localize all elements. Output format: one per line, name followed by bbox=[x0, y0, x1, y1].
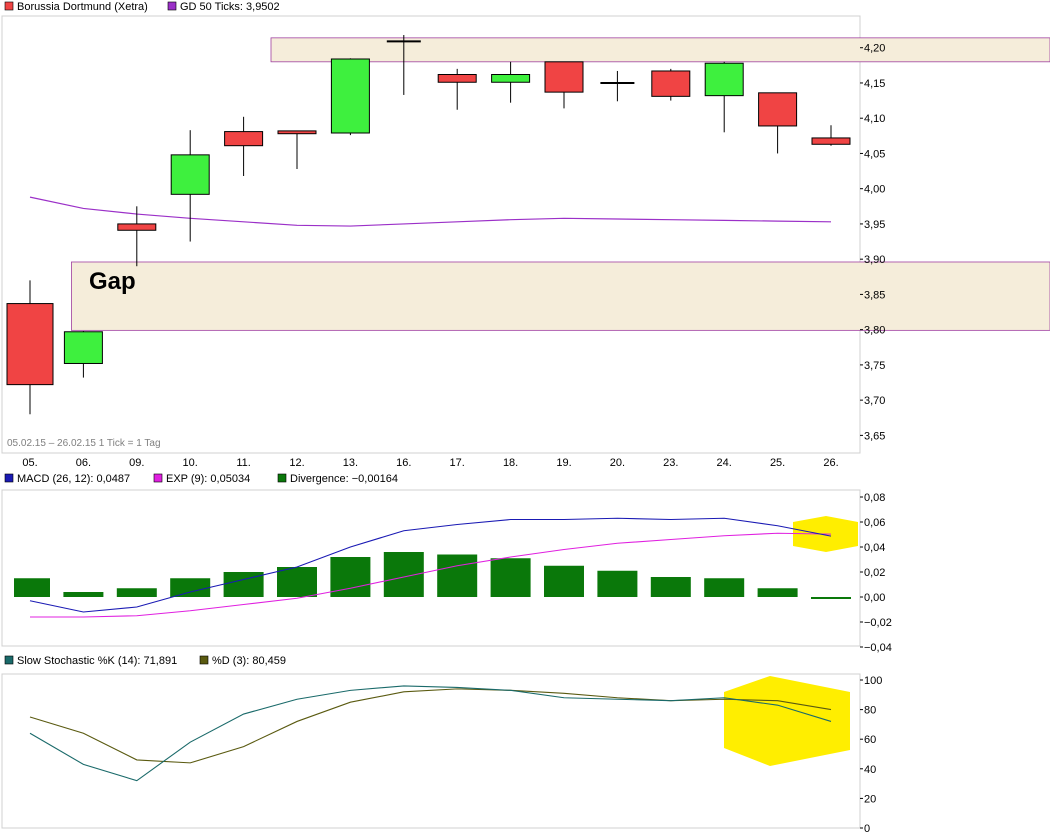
x-tick-label: 18. bbox=[503, 457, 518, 469]
price-tick-label: 4,05 bbox=[864, 148, 885, 160]
x-tick-label: 17. bbox=[450, 457, 465, 469]
legend-swatch-stoch-k bbox=[4, 655, 14, 665]
price-tick-label: 3,90 bbox=[864, 254, 885, 266]
price-tick-label: 4,00 bbox=[864, 184, 885, 196]
macd-tick-label: 0,08 bbox=[864, 492, 885, 504]
legend-swatch-divergence bbox=[277, 473, 287, 483]
x-tick-label: 13. bbox=[343, 457, 358, 469]
candle-down bbox=[277, 130, 317, 135]
legend-swatch-exp bbox=[153, 473, 163, 483]
date-range-note: 05.02.15 – 26.02.15 1 Tick = 1 Tag bbox=[7, 438, 161, 449]
stoch-tick-label: 60 bbox=[864, 734, 876, 746]
divergence-bar bbox=[544, 565, 584, 597]
candle-down bbox=[6, 303, 54, 386]
macd-panel bbox=[1, 489, 861, 647]
macd-tick-label: 0,06 bbox=[864, 517, 885, 529]
legend-swatch-price bbox=[4, 1, 14, 11]
divergence-bar bbox=[597, 570, 638, 597]
x-tick-label: 09. bbox=[129, 457, 144, 469]
divergence-bar bbox=[490, 558, 531, 597]
candle-down bbox=[544, 61, 584, 93]
legend-swatch-macd bbox=[4, 473, 14, 483]
macd-tick-label: 0,00 bbox=[864, 592, 885, 604]
price-tick-label: 3,65 bbox=[864, 430, 885, 442]
stoch-tick-label: 40 bbox=[864, 764, 876, 776]
x-tick-label: 26. bbox=[823, 457, 838, 469]
legend-exp: EXP (9): 0,05034 bbox=[166, 473, 250, 485]
divergence-bar bbox=[116, 588, 157, 597]
legend-ma: GD 50 Ticks: 3,9502 bbox=[180, 1, 280, 13]
x-tick-label: 25. bbox=[770, 457, 785, 469]
stoch-tick-label: 100 bbox=[864, 675, 882, 687]
candle-down bbox=[224, 131, 264, 147]
ma-line bbox=[29, 196, 832, 227]
x-tick-label: 20. bbox=[610, 457, 625, 469]
resistance-zone bbox=[270, 37, 1050, 63]
divergence-bar bbox=[757, 588, 798, 597]
macd-tick-label: 0,02 bbox=[864, 567, 885, 579]
divergence-bar bbox=[650, 577, 691, 597]
candle-down bbox=[758, 92, 798, 127]
candle-down bbox=[117, 223, 157, 231]
macd-tick-label: −0,04 bbox=[864, 642, 892, 654]
macd-line bbox=[29, 517, 832, 613]
legend-swatch-ma bbox=[167, 1, 177, 11]
candle-up bbox=[330, 58, 370, 134]
x-tick-label: 06. bbox=[76, 457, 91, 469]
divergence-bar bbox=[170, 578, 211, 597]
macd-tick-label: −0,02 bbox=[864, 617, 892, 629]
x-tick-label: 23. bbox=[663, 457, 678, 469]
candle-down bbox=[811, 137, 851, 145]
price-tick-label: 4,20 bbox=[864, 43, 885, 55]
gap-label: Gap bbox=[89, 268, 136, 295]
x-tick-label: 16. bbox=[396, 457, 411, 469]
x-tick-label: 19. bbox=[556, 457, 571, 469]
divergence-bar bbox=[277, 567, 317, 597]
price-tick-label: 4,10 bbox=[864, 113, 885, 125]
price-tick-label: 3,70 bbox=[864, 395, 885, 407]
candle-down bbox=[437, 74, 477, 83]
divergence-bar bbox=[63, 592, 104, 597]
x-tick-label: 05. bbox=[22, 457, 37, 469]
legend-swatch-stoch-d bbox=[199, 655, 209, 665]
x-tick-label: 11. bbox=[236, 457, 250, 469]
divergence-bar bbox=[811, 597, 851, 599]
gap-zone bbox=[71, 261, 1050, 331]
divergence-bar bbox=[437, 554, 478, 597]
stoch-highlight bbox=[724, 676, 850, 766]
candle-up bbox=[63, 331, 103, 364]
candle-up bbox=[170, 154, 210, 195]
x-tick-label: 24. bbox=[717, 457, 732, 469]
candle-up bbox=[491, 74, 531, 83]
exp-line bbox=[30, 532, 832, 618]
stoch-tick-label: 80 bbox=[864, 705, 876, 717]
price-tick-label: 4,15 bbox=[864, 78, 885, 90]
price-tick-label: 3,85 bbox=[864, 289, 885, 301]
x-tick-label: 10. bbox=[183, 457, 198, 469]
macd-tick-label: 0,04 bbox=[864, 542, 885, 554]
price-tick-label: 3,75 bbox=[864, 360, 885, 372]
x-tick-label: 12. bbox=[289, 457, 304, 469]
candle-down bbox=[651, 70, 691, 97]
price-tick-label: 3,95 bbox=[864, 219, 885, 231]
divergence-bar bbox=[14, 578, 50, 597]
legend-macd: MACD (26, 12): 0,0487 bbox=[17, 473, 130, 485]
legend-price: Borussia Dortmund (Xetra) bbox=[17, 1, 148, 13]
stoch-tick-label: 20 bbox=[864, 793, 876, 805]
candle-up bbox=[704, 62, 744, 97]
stoch-k-line bbox=[29, 685, 832, 782]
legend-stoch-d: %D (3): 80,459 bbox=[212, 655, 286, 667]
legend-stoch-k: Slow Stochastic %K (14): 71,891 bbox=[17, 655, 177, 667]
stoch-tick-label: 0 bbox=[864, 823, 870, 835]
legend-divergence: Divergence: −0,00164 bbox=[290, 473, 398, 485]
price-tick-label: 3,80 bbox=[864, 325, 885, 337]
divergence-bar bbox=[704, 578, 745, 597]
